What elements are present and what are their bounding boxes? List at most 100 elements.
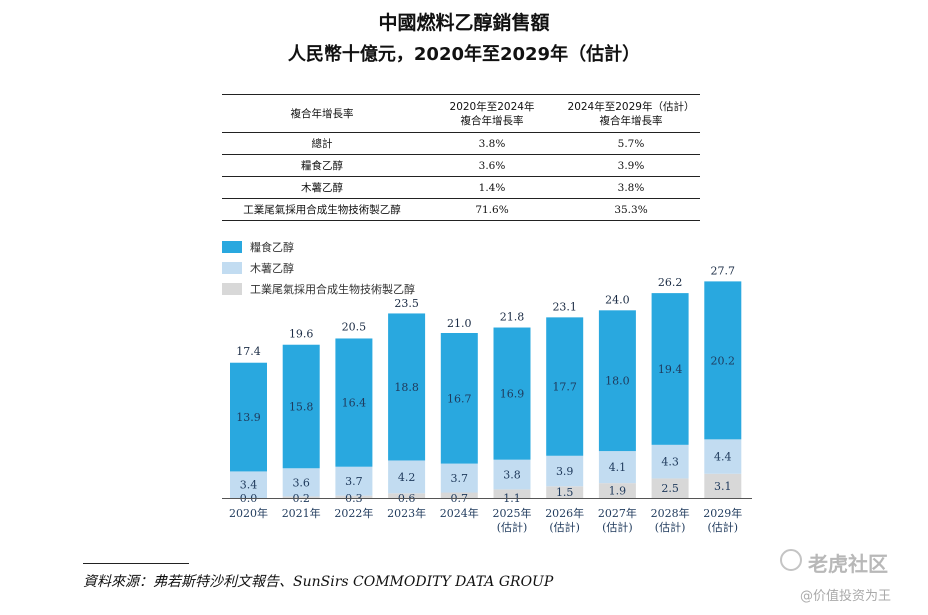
cagr-table: 複合年增長率 2020年至2024年 複合年增長率 2024年至2029年（估計）…: [222, 94, 700, 221]
total-label: 21.0: [447, 317, 472, 330]
data-label-grain: 15.8: [289, 401, 314, 414]
legend-label: 工業尾氣採用合成生物技術製乙醇: [250, 282, 415, 296]
cagr-value: 35.3%: [562, 198, 700, 221]
header-line: 2020年至2024年: [449, 100, 535, 113]
bar-segment-grain: [704, 281, 742, 440]
data-label-cassava: 3.8: [503, 469, 521, 482]
bar-segment-grain: [651, 293, 689, 445]
x-tick-label: (估計): [708, 520, 739, 534]
data-label-grain: 19.4: [658, 363, 683, 376]
cagr-value: 1.4%: [422, 176, 562, 199]
data-label-industrial: 3.1: [714, 480, 732, 493]
watermark-user: @价值投资为王: [800, 589, 892, 604]
table-header-row: 複合年增長率 2020年至2024年 複合年增長率 2024年至2029年（估計）…: [222, 94, 700, 133]
data-label-grain: 16.7: [447, 392, 472, 405]
total-label: 24.0: [605, 293, 630, 306]
bar-segment-grain: [335, 338, 373, 467]
bar-segment-industrial: [598, 483, 636, 498]
watermark-logo-icon: [780, 549, 802, 571]
bar-segment-cassava: [704, 439, 742, 474]
source-note: 資料來源：弗若斯特沙利文報告、SunSirs COMMODITY DATA GR…: [83, 574, 554, 590]
table-row: 糧食乙醇 3.6% 3.9%: [222, 154, 700, 177]
table-header-cell: 2020年至2024年 複合年增長率: [422, 94, 562, 133]
data-label-cassava: 3.7: [451, 472, 469, 485]
legend-item-grain: 糧食乙醇: [222, 236, 415, 257]
bar-segment-industrial: [493, 489, 531, 498]
total-label: 27.7: [711, 264, 736, 277]
total-label: 23.1: [552, 300, 577, 313]
bar-segment-cassava: [335, 466, 373, 496]
data-label-cassava: 4.1: [609, 461, 627, 474]
data-label-cassava: 3.6: [292, 476, 310, 489]
row-label: 糧食乙醇: [222, 154, 422, 177]
table-row: 木薯乙醇 1.4% 3.8%: [222, 176, 700, 199]
x-tick-label: 2025年: [493, 506, 532, 520]
data-label-grain: 13.9: [236, 411, 261, 424]
x-tick-label: 2023年: [387, 506, 426, 520]
legend-label: 木薯乙醇: [250, 261, 294, 275]
table-row: 總計 3.8% 5.7%: [222, 132, 700, 155]
total-label: 26.2: [658, 276, 683, 289]
data-label-cassava: 4.3: [661, 456, 679, 469]
data-label-grain: 20.2: [711, 354, 736, 367]
source-divider: [83, 563, 189, 564]
x-tick-label: 2027年: [598, 506, 637, 520]
x-tick-label: (估計): [655, 520, 686, 534]
data-label-grain: 18.8: [394, 381, 419, 394]
chart-title: 中國燃料乙醇銷售額: [378, 12, 550, 34]
total-label: 23.5: [394, 297, 419, 310]
header-line: 複合年增長率: [599, 114, 663, 127]
bar-segment-cassava: [546, 455, 584, 487]
bar-segment-grain: [388, 313, 426, 461]
cagr-value: 3.9%: [562, 154, 700, 177]
bar-segment-industrial: [388, 493, 426, 498]
legend-item-cassava: 木薯乙醇: [222, 257, 415, 278]
bar-segment-grain: [440, 332, 478, 464]
bar-segment-cassava: [651, 444, 689, 479]
row-label: 木薯乙醇: [222, 176, 422, 199]
data-label-grain: 16.9: [500, 388, 525, 401]
bar-segment-cassava: [493, 459, 531, 490]
legend-label: 糧食乙醇: [250, 240, 294, 254]
data-label-cassava: 3.4: [240, 479, 258, 492]
data-label-industrial: 1.9: [609, 485, 627, 498]
bar-segment-grain: [493, 327, 531, 460]
bar-segment-grain: [546, 317, 584, 456]
bar-segment-cassava: [230, 471, 267, 498]
bar-segment-industrial: [335, 495, 373, 498]
legend-swatch-cassava: [222, 261, 242, 274]
data-label-industrial: 1.5: [556, 486, 574, 499]
bar-segment-grain: [598, 310, 636, 452]
total-label: 17.4: [236, 345, 261, 358]
header-line: 2024年至2029年（估計）: [567, 100, 695, 113]
total-label: 21.8: [500, 311, 525, 324]
x-tick-label: 2028年: [651, 506, 690, 520]
x-tick-label: 2029年: [703, 506, 742, 520]
x-tick-label: 2026年: [545, 506, 584, 520]
bar-segment-cassava: [598, 451, 636, 484]
chart-legend: 糧食乙醇 木薯乙醇 工業尾氣採用合成生物技術製乙醇: [222, 236, 415, 299]
bar-segment-industrial: [651, 478, 689, 498]
table-header-cell: 複合年增長率: [222, 94, 422, 133]
bar-segment-cassava: [388, 460, 426, 494]
table-row: 工業尾氣採用合成生物技術製乙醇 71.6% 35.3%: [222, 198, 700, 221]
watermark-brand: 老虎社区: [808, 552, 888, 576]
row-label: 工業尾氣採用合成生物技術製乙醇: [222, 198, 422, 221]
legend-swatch-industrial: [222, 282, 242, 295]
x-tick-label: 2020年: [229, 506, 268, 520]
cagr-value: 3.8%: [422, 132, 562, 155]
bar-segment-industrial: [440, 492, 478, 498]
cagr-value: 3.6%: [422, 154, 562, 177]
data-label-cassava: 4.2: [398, 471, 416, 484]
bar-segment-cassava: [282, 468, 320, 497]
x-tick-label: (估計): [602, 520, 633, 534]
legend-item-industrial: 工業尾氣採用合成生物技術製乙醇: [222, 278, 415, 299]
data-label-grain: 18.0: [605, 375, 630, 388]
x-tick-label: 2022年: [334, 506, 373, 520]
total-label: 20.5: [342, 321, 367, 334]
bar-segment-industrial: [282, 496, 320, 498]
bar-segment-grain: [282, 344, 320, 469]
cagr-value: 71.6%: [422, 198, 562, 221]
data-label-cassava: 4.4: [714, 451, 732, 464]
